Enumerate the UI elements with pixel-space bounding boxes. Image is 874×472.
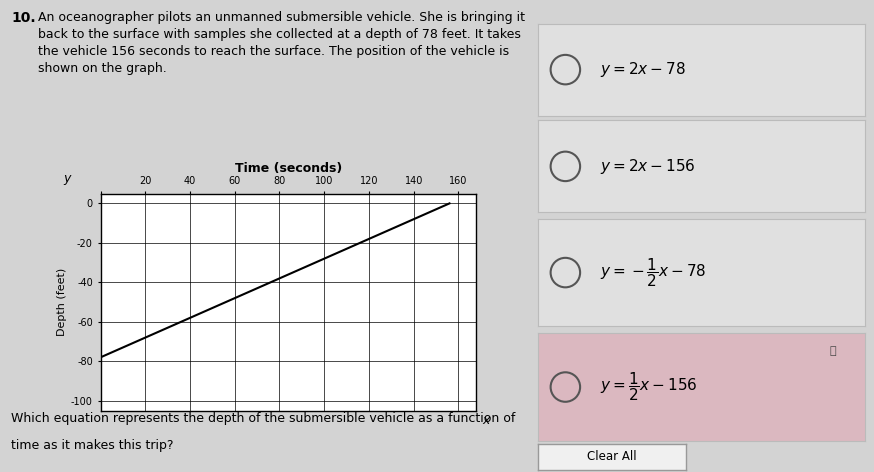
Y-axis label: Depth (feet): Depth (feet)	[57, 268, 66, 336]
Text: $y=2x-156$: $y=2x-156$	[600, 157, 696, 176]
Text: Which equation represents the depth of the submersible vehicle as a function of: Which equation represents the depth of t…	[11, 412, 516, 425]
Text: time as it makes this trip?: time as it makes this trip?	[11, 439, 174, 452]
Text: $y=2x-78$: $y=2x-78$	[600, 60, 685, 79]
Text: 👆: 👆	[829, 346, 836, 356]
Text: Clear All: Clear All	[587, 450, 636, 463]
Text: 10.: 10.	[11, 11, 36, 25]
Text: An oceanographer pilots an unmanned submersible vehicle. She is bringing it
back: An oceanographer pilots an unmanned subm…	[38, 11, 524, 75]
Text: $y=-\dfrac{1}{2}x-78$: $y=-\dfrac{1}{2}x-78$	[600, 256, 706, 289]
Text: $y=\dfrac{1}{2}x-156$: $y=\dfrac{1}{2}x-156$	[600, 371, 697, 404]
Text: x: x	[482, 414, 489, 427]
Text: y: y	[63, 172, 71, 185]
X-axis label: Time (seconds): Time (seconds)	[235, 162, 342, 175]
